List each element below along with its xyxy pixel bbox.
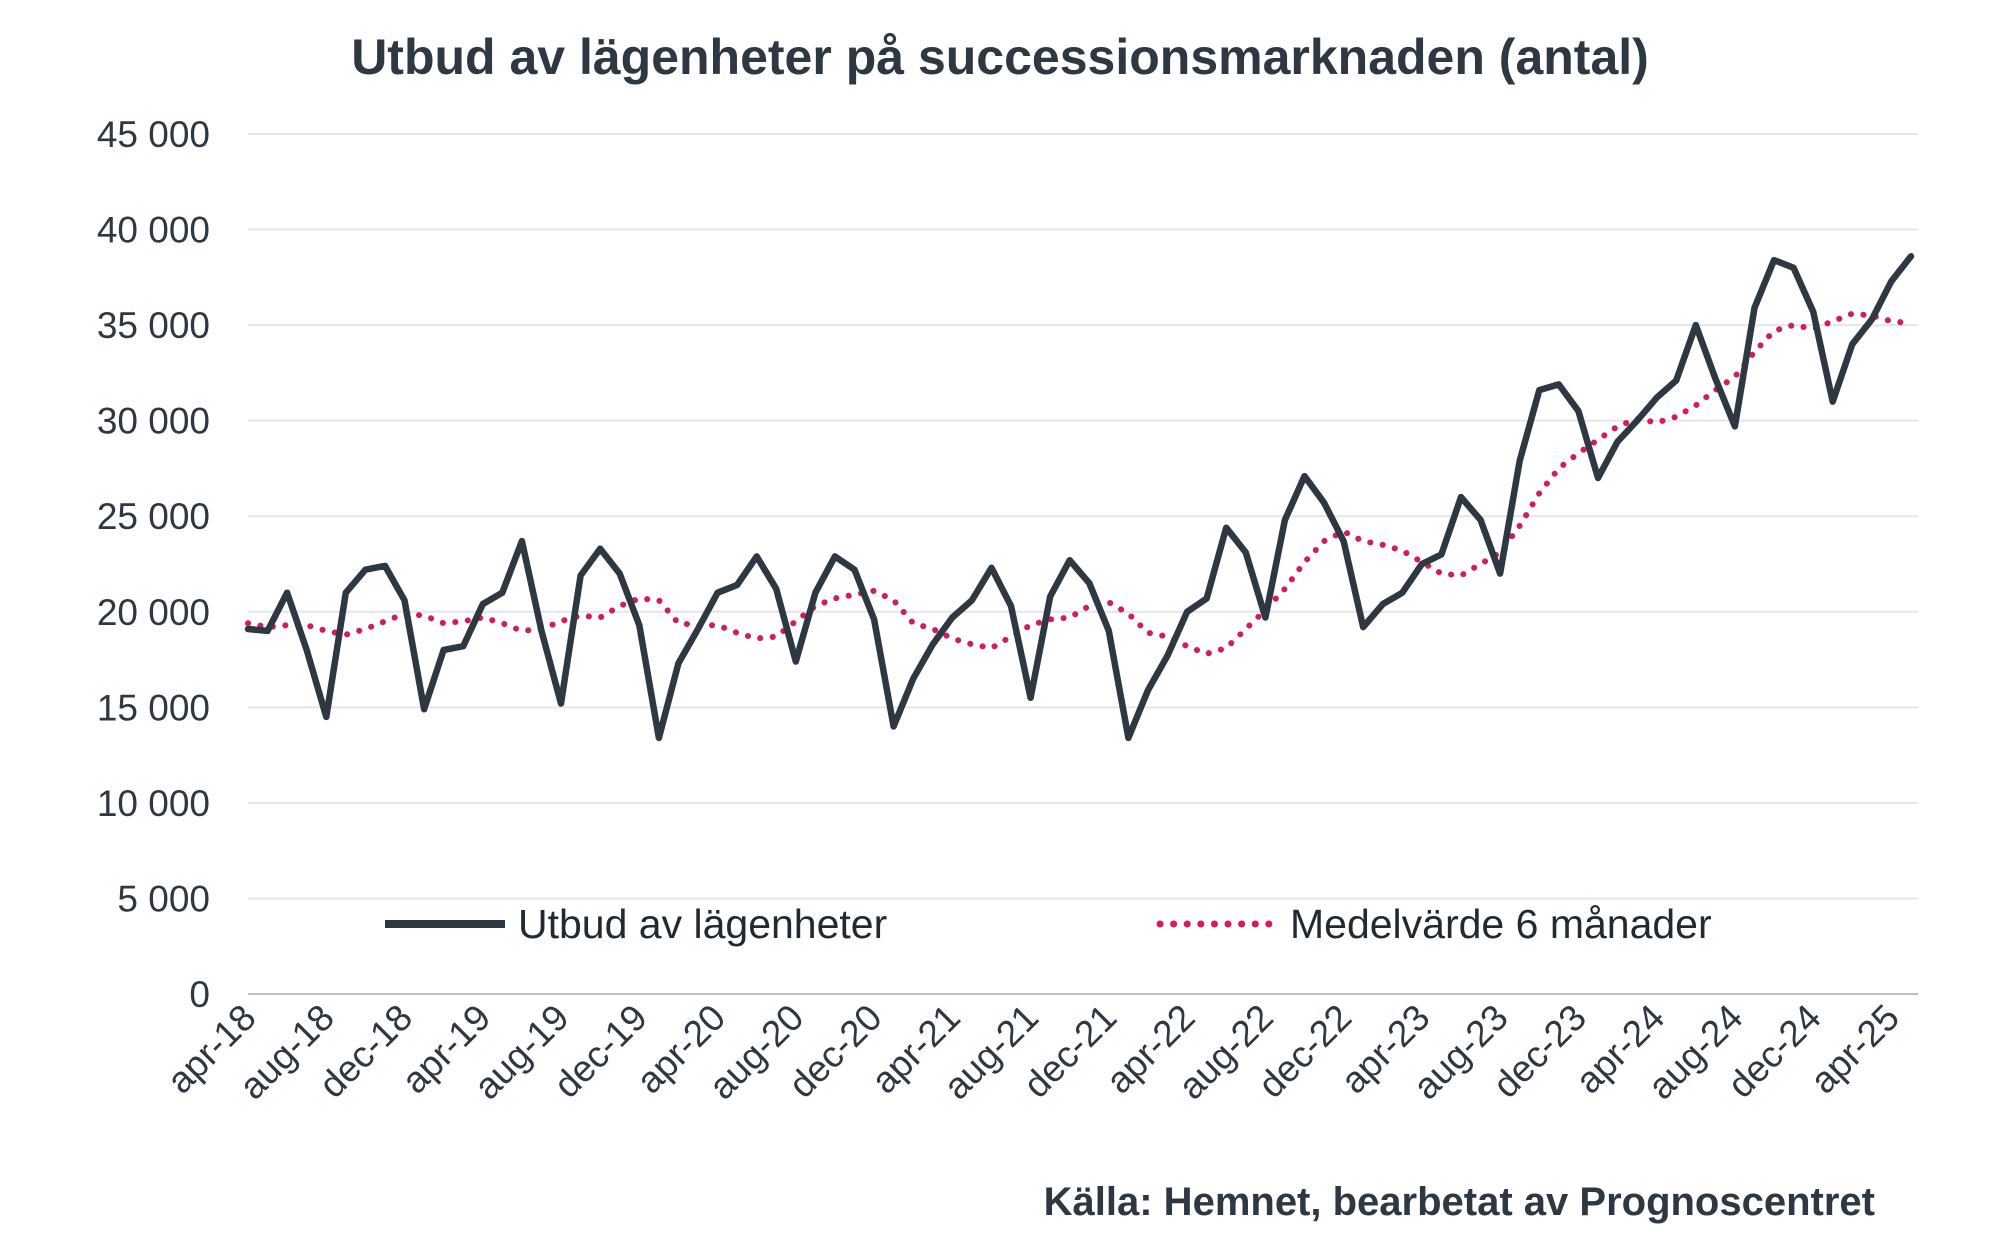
- y-tick-label: 35 000: [97, 305, 210, 346]
- series-line-utbud: [244, 253, 1915, 742]
- y-tick-label: 45 000: [97, 114, 210, 155]
- y-tick-label: 25 000: [97, 496, 210, 537]
- y-tick-label: 30 000: [97, 401, 210, 442]
- y-tick-label: 10 000: [97, 783, 210, 824]
- x-tick-label: apr-25: [1802, 997, 1907, 1102]
- y-tick-label: 40 000: [97, 210, 210, 251]
- source-note: Källa: Hemnet, bearbetat av Prognoscentr…: [1043, 1180, 1875, 1224]
- y-tick-label: 20 000: [97, 592, 210, 633]
- y-tick-label: 15 000: [97, 687, 210, 728]
- y-tick-label: 0: [189, 974, 210, 1015]
- series-lines: [244, 253, 1915, 742]
- legend: Utbud av lägenheter Medelvärde 6 månader: [385, 901, 1712, 947]
- y-axis-ticks: 0 5 000 10 000 15 000 20 000 25 000 30 000 35 0…: [97, 114, 210, 1015]
- series-line-medelvarde: [245, 310, 1914, 657]
- x-axis-ticks: apr-18aug-18dec-18apr-19aug-19dec-19apr-…: [159, 997, 1907, 1107]
- gridlines: [248, 133, 1918, 995]
- legend-label-utbud: Utbud av lägenheter: [518, 901, 887, 947]
- y-tick-label: 5 000: [117, 878, 210, 919]
- legend-label-medelvarde: Medelvärde 6 månader: [1290, 901, 1712, 947]
- chart-title: Utbud av lägenheter på successionsmarkna…: [351, 29, 1649, 85]
